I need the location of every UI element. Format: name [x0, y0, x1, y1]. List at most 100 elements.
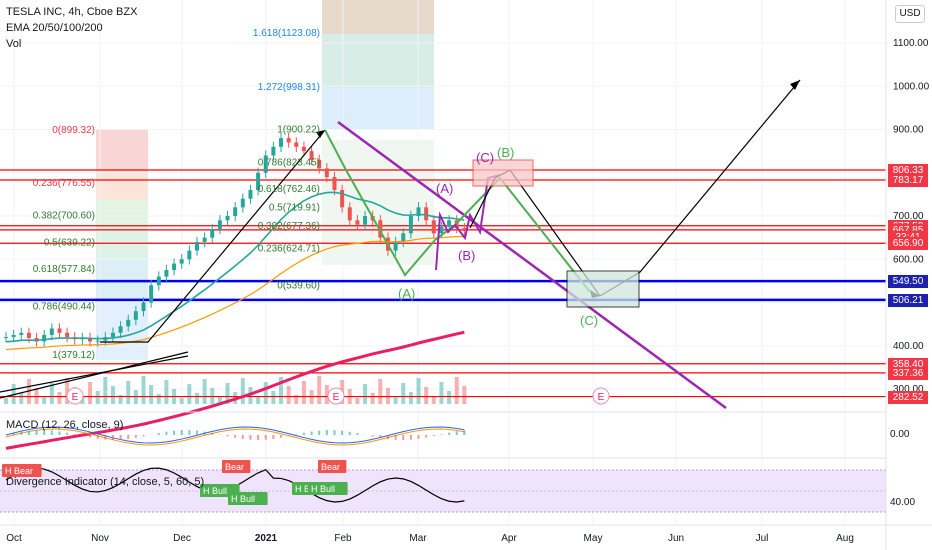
wave-label: (A) — [398, 286, 415, 301]
currency-button[interactable]: USD — [895, 5, 925, 23]
macd-histogram-bar — [104, 435, 107, 440]
volume-bar — [103, 377, 108, 404]
price-tick-label: 1100.00 — [893, 38, 929, 49]
volume-bar — [256, 396, 261, 404]
candle-body — [118, 326, 123, 333]
candle-body — [156, 276, 161, 286]
volume-bar — [95, 391, 100, 404]
time-tick-label: Jul — [756, 533, 769, 544]
candle-body — [279, 138, 284, 147]
divergence-tag-box — [2, 464, 42, 477]
price-tag: 656.90 — [888, 237, 928, 251]
volume-bar — [49, 383, 54, 404]
macd-histogram-bar — [448, 432, 451, 435]
macd-histogram-bar — [134, 435, 137, 438]
volume-bar — [225, 383, 230, 404]
time-tick-label: Feb — [334, 533, 352, 544]
macd-histogram-bar — [58, 431, 61, 435]
candle-body — [355, 220, 360, 225]
volume-bar — [439, 382, 444, 404]
macd-histogram-bar — [226, 435, 229, 437]
macd-histogram-bar — [50, 430, 53, 435]
earnings-marker-circle — [327, 387, 345, 405]
candle-body — [248, 190, 253, 199]
candle-body — [141, 302, 146, 312]
macd-histogram-bar — [333, 430, 336, 435]
macd-histogram-bar — [180, 430, 183, 435]
candle-body — [95, 340, 100, 342]
volume-bar — [202, 379, 207, 404]
macd-histogram-bar — [119, 435, 122, 440]
candle-body — [26, 332, 31, 338]
volume-bar — [416, 378, 421, 404]
volume-bar — [378, 379, 383, 404]
price-tick-label: 300.00 — [893, 384, 924, 395]
time-axis[interactable]: Oct Nov Dec 2021 Feb Mar Apr May Jun Jul Aug — [6, 533, 854, 544]
candle-body — [233, 207, 238, 216]
macd-histogram-bar — [173, 430, 176, 435]
volume-bar — [401, 383, 406, 404]
macd-histogram-bar — [272, 435, 275, 439]
impulse-arrow — [100, 129, 326, 343]
macd-histogram-bar — [234, 435, 237, 438]
price-tag: 806.33 — [888, 164, 928, 177]
macd-legend[interactable]: MACD (12, 26, close, 9) — [6, 419, 124, 431]
candle-body — [439, 226, 444, 234]
impulse-arrowhead — [316, 130, 325, 138]
macd-histogram-bar — [203, 431, 206, 435]
volume-bar — [156, 394, 161, 404]
macd-histogram-bar — [310, 431, 313, 435]
macd-histogram-bar — [35, 430, 38, 435]
price-tick-label: 900.00 — [893, 125, 924, 136]
macd-histogram-bar — [188, 430, 191, 435]
divergence-tag-label: Bear — [321, 462, 340, 472]
volume-bar — [408, 392, 413, 404]
price-tick-label: 600.00 — [893, 254, 924, 265]
volume-bar — [279, 377, 284, 404]
macd-histogram-bar — [73, 434, 76, 435]
candle-body — [393, 241, 398, 251]
symbol-legend[interactable]: TESLA INC, 4h, Cboe BZX — [6, 6, 138, 18]
volume-bar — [19, 393, 24, 404]
macd-histogram-bar — [409, 435, 412, 440]
macd-histogram-bar — [394, 435, 397, 440]
volume-bar — [271, 391, 276, 404]
divergence-pane — [0, 457, 886, 513]
resistance-box — [472, 159, 534, 187]
candle-body — [347, 207, 352, 221]
candle-body — [340, 190, 345, 208]
fib-right-label: 0.618(762.46) — [258, 184, 320, 195]
price-axis[interactable]: 1100.001000.00900.00800.00700.00600.0050… — [893, 38, 930, 395]
time-tick-label: Apr — [501, 533, 517, 544]
candle-body — [65, 332, 70, 338]
candle-body — [363, 216, 368, 225]
macd-histogram-bar — [241, 435, 244, 439]
macd-histogram-bar — [142, 435, 145, 437]
divergence-tag-label: H Bull — [311, 484, 335, 494]
macd-histogram-bar — [157, 433, 160, 435]
fib-left-label: 0.5(639.22) — [44, 237, 95, 248]
time-tick-label: Dec — [173, 533, 191, 544]
macd-pane — [0, 411, 886, 446]
volume-bar — [317, 376, 322, 404]
macd-histogram-bar — [386, 435, 389, 440]
fib-right-label: 0.5(719.91) — [269, 202, 320, 213]
volume-bar — [355, 398, 360, 404]
candle-body — [179, 259, 184, 264]
fib-left-label: 0.236(776.55) — [33, 178, 95, 189]
candle-body — [324, 168, 329, 178]
vol-legend[interactable]: Vol — [6, 38, 22, 50]
wave-label: (C) — [476, 150, 494, 165]
macd-histogram-bar — [165, 431, 168, 435]
fib-left-label: 0.786(490.44) — [33, 302, 95, 313]
divergence-tag-box — [228, 492, 268, 505]
candle-body — [210, 228, 215, 238]
macd-histogram-bar — [66, 432, 69, 435]
ema-legend[interactable]: EMA 20/50/100/200 — [6, 22, 103, 34]
earnings-marker-label: E — [598, 392, 605, 403]
macd-histogram-bar — [27, 430, 30, 435]
divergence-legend[interactable]: Divergence Indicator (14, close, 5, 60, … — [6, 476, 205, 488]
macd-histogram-bar — [325, 430, 328, 435]
